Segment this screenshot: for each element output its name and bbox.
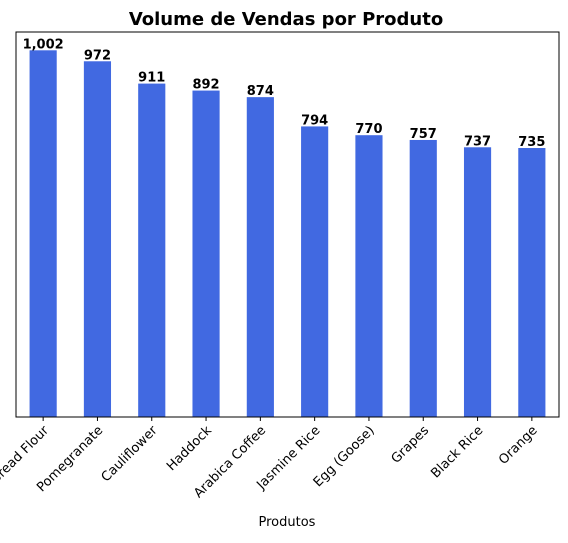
bar-3: [192, 91, 219, 417]
x-tick-label-7: Grapes: [389, 423, 433, 467]
bar-2: [138, 84, 165, 417]
data-label-0: 1,002: [23, 37, 64, 52]
data-label-6: 770: [355, 122, 382, 137]
data-label-4: 874: [247, 84, 274, 99]
bar-8: [464, 147, 491, 417]
data-label-8: 737: [464, 134, 491, 149]
data-label-1: 972: [84, 48, 111, 63]
data-label-2: 911: [138, 71, 165, 86]
bar-0: [30, 50, 57, 417]
x-tick-label-2: Cauliflower: [99, 423, 161, 485]
bars-group: [30, 50, 546, 417]
data-label-9: 735: [518, 135, 545, 150]
bar-1: [84, 61, 111, 417]
data-label-7: 757: [410, 127, 437, 142]
data-label-3: 892: [192, 78, 219, 93]
bar-4: [247, 97, 274, 417]
bar-7: [410, 140, 437, 417]
bar-6: [355, 135, 382, 417]
x-tick-label-3: Haddock: [164, 423, 215, 474]
bar-5: [301, 126, 328, 417]
bar-9: [518, 148, 545, 417]
data-label-5: 794: [301, 113, 328, 128]
chart-title: Volume de Vendas por Produto: [129, 9, 443, 30]
x-tick-label-8: Black Rice: [428, 423, 486, 481]
x-tick-label-9: Orange: [496, 423, 541, 468]
x-axis-label: Produtos: [259, 515, 316, 530]
